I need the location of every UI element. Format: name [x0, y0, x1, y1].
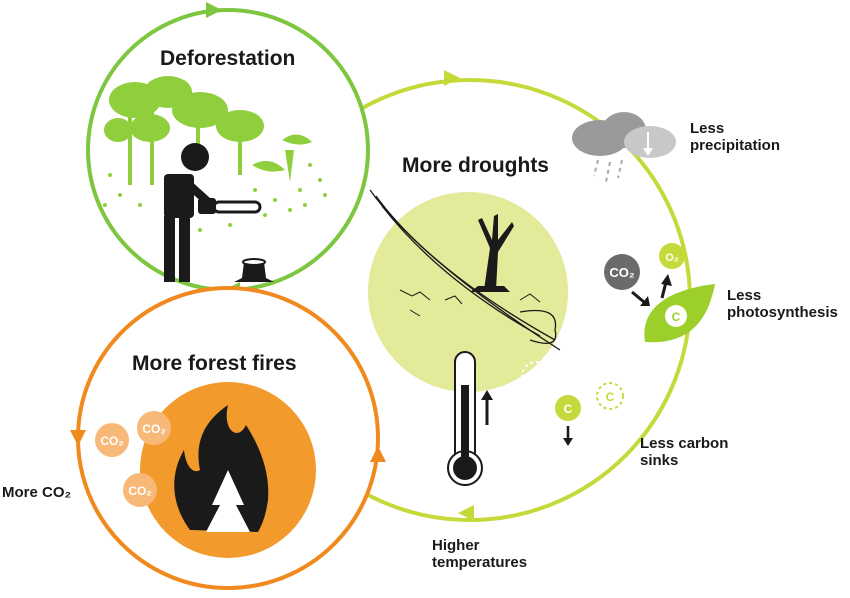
o2-molecule: O₂ — [659, 243, 685, 269]
title-fires: More forest fires — [132, 352, 297, 375]
wind-lines — [369, 189, 561, 351]
svg-text:CO₂: CO₂ — [142, 422, 165, 436]
carbon-molecule: C — [555, 395, 581, 421]
rain-cloud-icon — [572, 112, 676, 183]
deforestation-arrow-top — [206, 2, 222, 18]
cycle-arrow-top — [444, 70, 460, 86]
label-photosynthesis-line1: Less — [727, 287, 762, 304]
fire-flame-icon — [174, 405, 269, 532]
co2-bubble-3: CO₂ — [123, 473, 157, 507]
label-temperatures: Higher temperatures — [432, 537, 527, 572]
cracked-ground — [399, 289, 541, 317]
tree-stump-icon — [234, 258, 274, 282]
fires-arrow-left — [70, 430, 86, 446]
carbon-dashed-2: C — [596, 382, 624, 410]
label-more-co2: More CO₂ — [2, 484, 72, 501]
carbon-dashed-1: C — [521, 361, 551, 391]
dead-tree-icon — [470, 214, 514, 292]
cycle-arrow-bottom — [458, 505, 474, 521]
label-photosynthesis: Less photosynthesis — [727, 287, 838, 322]
label-carbon-sinks-line2: sinks — [640, 452, 679, 470]
svg-text:O₂: O₂ — [665, 252, 679, 264]
label-carbon-sinks: Less carbon sinks — [640, 435, 728, 470]
arrow-o2-out — [660, 274, 672, 299]
co2-bubble-2: CO₂ — [137, 411, 171, 445]
label-photosynthesis-line2: photosynthesis — [727, 304, 838, 322]
label-temperatures-line1: Higher — [432, 537, 480, 554]
svg-text:CO₂: CO₂ — [609, 265, 635, 280]
svg-text:C: C — [672, 310, 681, 324]
arrow-co2-in — [631, 290, 650, 306]
label-temperatures-line2: temperatures — [432, 554, 528, 572]
fires-arrow-right — [370, 446, 386, 462]
title-droughts: More droughts — [402, 154, 549, 177]
thermometer-icon — [447, 351, 493, 486]
lumberjack-icon — [164, 143, 262, 282]
co2-molecule-grey: CO₂ — [604, 254, 640, 290]
label-precipitation-line2: precipitation — [690, 137, 781, 155]
leaf-icon: C — [644, 284, 715, 343]
label-precipitation-line1: Less — [690, 120, 725, 137]
label-carbon-sinks-line1: Less carbon — [640, 435, 729, 452]
svg-text:C: C — [564, 402, 573, 416]
svg-text:C: C — [532, 370, 541, 384]
svg-text:C: C — [606, 390, 615, 404]
co2-bubble-1: CO₂ — [95, 423, 129, 457]
label-precipitation: Less precipitation — [690, 120, 780, 155]
svg-text:CO₂: CO₂ — [100, 434, 123, 448]
drought-disc — [368, 192, 568, 392]
forest-illustration — [103, 76, 327, 232]
arrow-down-carbon — [563, 426, 573, 446]
title-deforestation: Deforestation — [160, 47, 296, 70]
svg-text:CO₂: CO₂ — [128, 484, 151, 498]
